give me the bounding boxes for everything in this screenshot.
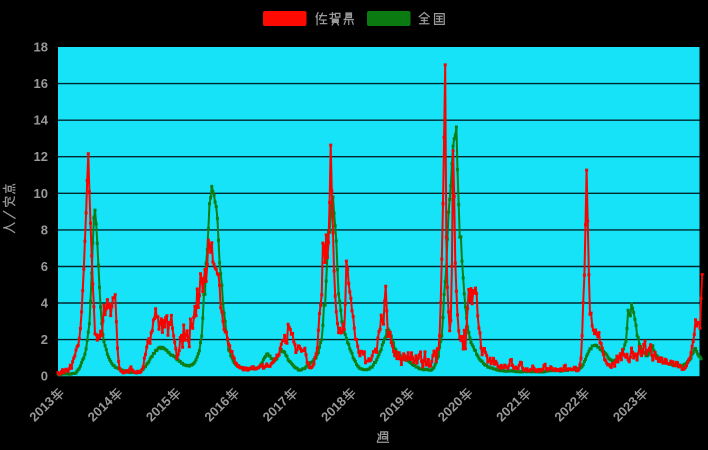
svg-text:10: 10: [34, 186, 48, 201]
svg-text:0: 0: [41, 369, 48, 384]
svg-text:16: 16: [34, 76, 48, 91]
svg-text:18: 18: [34, 40, 48, 55]
svg-text:4: 4: [41, 296, 49, 311]
svg-text:12: 12: [34, 149, 48, 164]
svg-text:8: 8: [41, 222, 48, 237]
svg-text:14: 14: [34, 113, 49, 128]
svg-text:2: 2: [41, 332, 48, 347]
svg-text:6: 6: [41, 259, 48, 274]
